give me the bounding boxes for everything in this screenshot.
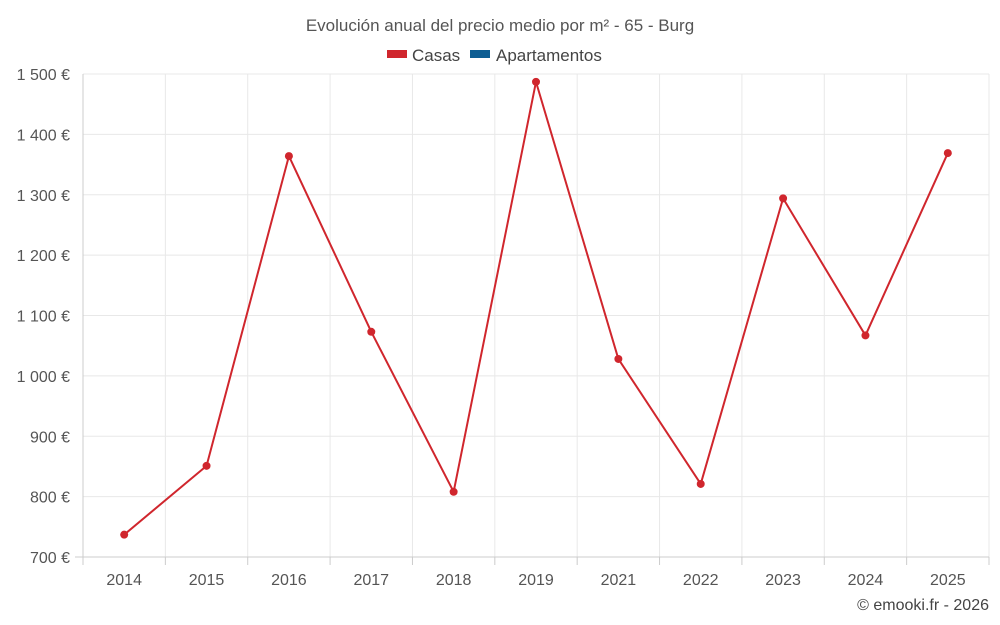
data-point[interactable] xyxy=(696,479,705,488)
data-point[interactable] xyxy=(367,327,376,336)
y-tick-label: 800 € xyxy=(30,490,70,507)
data-point[interactable] xyxy=(614,354,623,363)
grid xyxy=(83,73,990,557)
data-point[interactable] xyxy=(120,530,129,539)
y-tick-label: 1 300 € xyxy=(17,188,70,205)
legend-label-casas[interactable]: Casas xyxy=(412,46,460,65)
x-tick-label: 2017 xyxy=(353,572,389,589)
y-axis: 700 € 800 € 900 € 1 000 € 1 100 € 1 200 € 1 30… xyxy=(17,67,84,567)
series-casas xyxy=(120,77,952,539)
y-tick-label: 1 400 € xyxy=(17,127,70,144)
y-tick-label: 1 000 € xyxy=(17,369,70,386)
legend-label-apartamentos[interactable]: Apartamentos xyxy=(496,46,602,65)
data-point[interactable] xyxy=(779,194,788,203)
x-tick-label: 2022 xyxy=(683,572,719,589)
y-tick-label: 1 500 € xyxy=(17,67,70,84)
x-tick-label: 2015 xyxy=(189,572,225,589)
y-tick-label: 1 200 € xyxy=(17,248,70,265)
data-point[interactable] xyxy=(532,77,540,86)
legend-swatch-casas[interactable] xyxy=(387,50,407,58)
data-point[interactable] xyxy=(861,331,870,340)
credit-text: © emooki.fr - 2026 xyxy=(857,597,989,614)
x-tick-label: 2019 xyxy=(518,572,554,589)
x-tick-label: 2016 xyxy=(271,572,307,589)
x-axis: 2014 2015 2016 2017 2018 2019 2021 2022 2023 2024… xyxy=(75,556,990,589)
x-tick-label: 2023 xyxy=(765,572,801,589)
y-tick-label: 700 € xyxy=(30,550,70,567)
legend: Casas Apartamentos xyxy=(387,46,602,65)
x-tick-label: 2014 xyxy=(106,572,142,589)
x-tick-label: 2018 xyxy=(436,572,472,589)
y-tick-label: 1 100 € xyxy=(17,309,70,326)
data-point[interactable] xyxy=(284,152,293,161)
data-point[interactable] xyxy=(449,487,458,496)
data-point[interactable] xyxy=(943,149,952,158)
x-tick-label: 2025 xyxy=(930,572,966,589)
chart-title: Evolución anual del precio medio por m² … xyxy=(306,16,694,35)
legend-swatch-apartamentos[interactable] xyxy=(470,50,490,58)
x-tick-label: 2024 xyxy=(848,572,884,589)
data-point[interactable] xyxy=(202,461,211,470)
x-tick-label: 2021 xyxy=(601,572,637,589)
y-tick-label: 900 € xyxy=(30,429,70,446)
